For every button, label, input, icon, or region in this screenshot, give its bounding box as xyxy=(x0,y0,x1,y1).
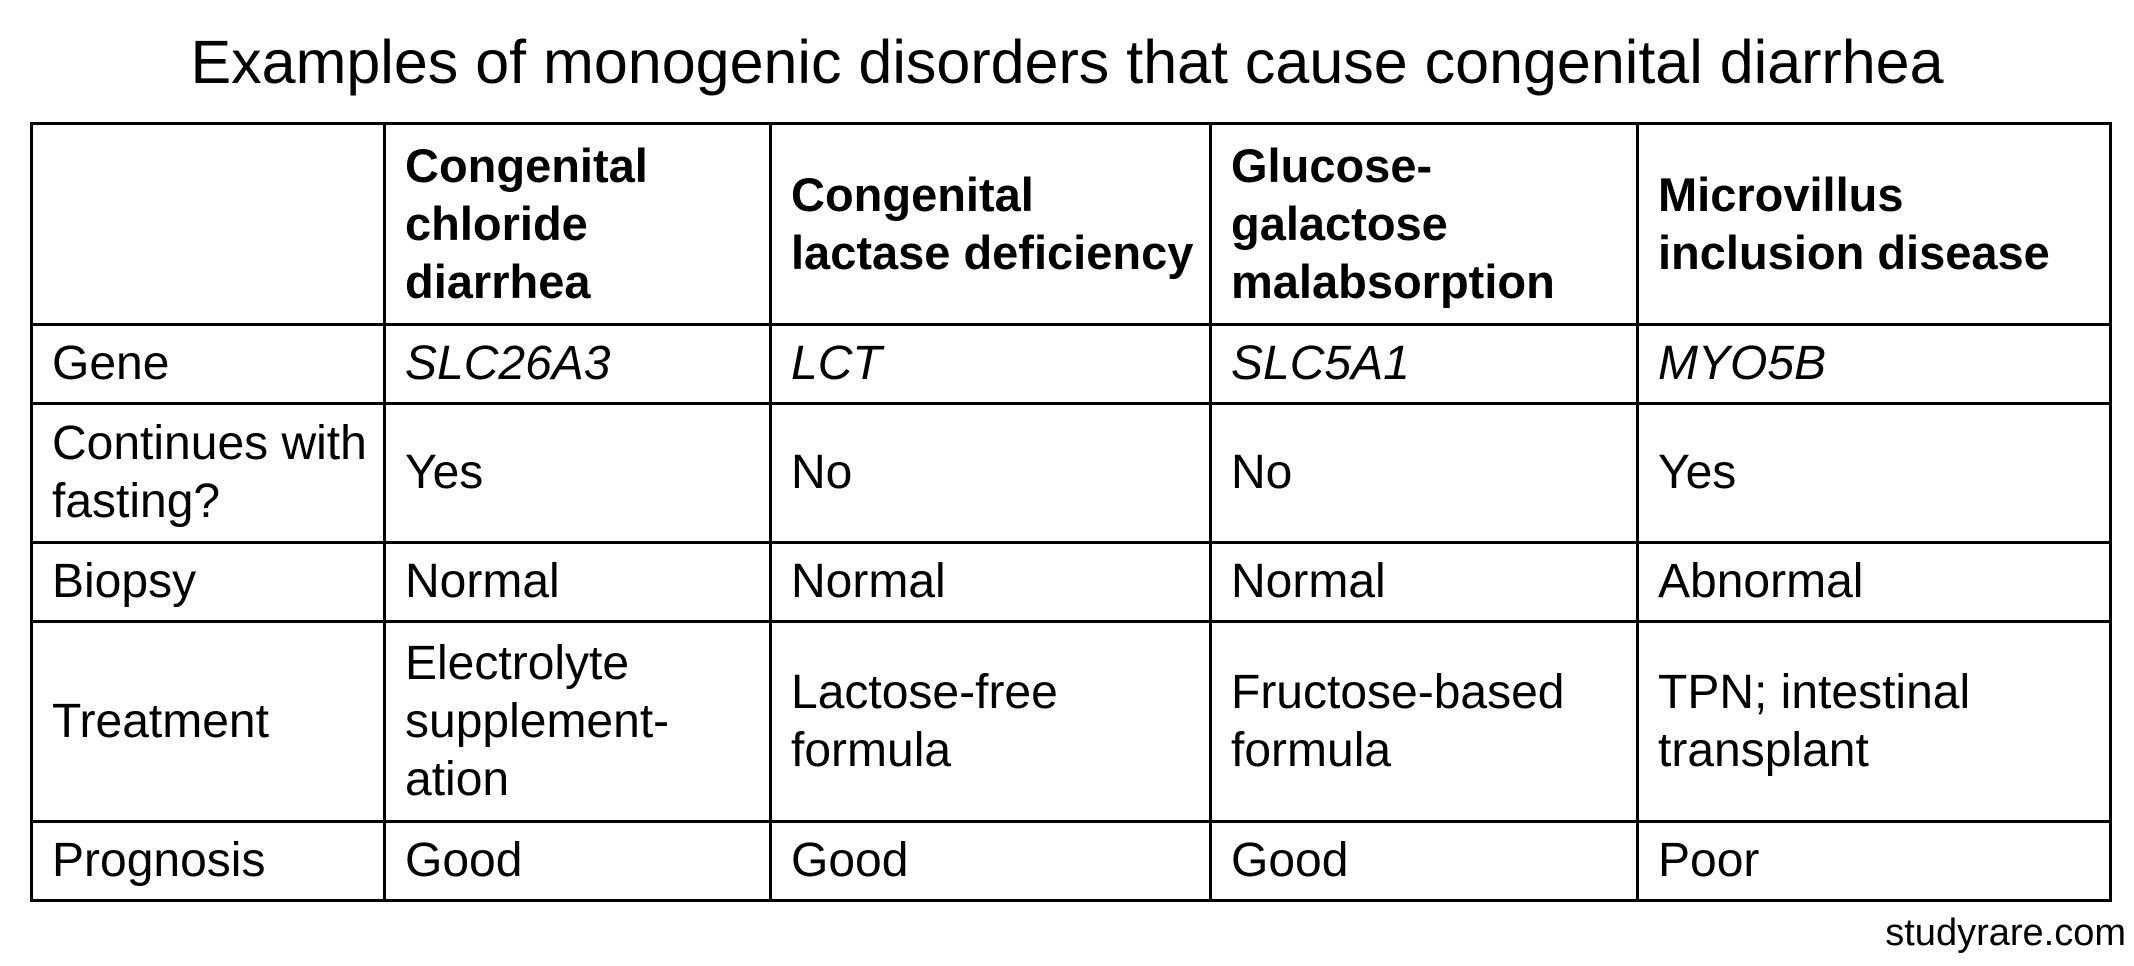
table-cell: Normal xyxy=(1209,541,1639,623)
table-row: Biopsy Normal Normal Normal Abnormal xyxy=(30,541,2112,623)
table-cell: Abnormal xyxy=(1636,541,2112,623)
table-cell: Fructose-based formula xyxy=(1209,620,1639,823)
title: Examples of monogenic disorders that cau… xyxy=(190,28,1944,96)
row-label: Biopsy xyxy=(30,541,386,623)
column-header: Microvillus inclusion disease xyxy=(1636,122,2112,326)
table-cell: Lactose-free formula xyxy=(769,620,1212,823)
corner-cell xyxy=(30,122,386,326)
table-cell: Yes xyxy=(383,402,772,544)
table-cell: Electrolyte supplement-ation xyxy=(383,620,772,823)
row-label: Treatment xyxy=(30,620,386,823)
source: studyrare.com xyxy=(1885,912,2126,954)
table-cell: Normal xyxy=(769,541,1212,623)
column-header: Congenital chloride diarrhea xyxy=(383,122,772,326)
row-label: Prognosis xyxy=(30,820,386,902)
table-cell: Good xyxy=(1209,820,1639,902)
column-header: Glucose-galactose malabsorption xyxy=(1209,122,1639,326)
table-cell: Yes xyxy=(1636,402,2112,544)
table-cell: No xyxy=(769,402,1212,544)
table-row: Treatment Electrolyte supplement-ation Lac… xyxy=(30,620,2112,823)
row-label: Gene xyxy=(30,323,386,405)
table-row: Continues with fasting? Yes No No Yes xyxy=(30,402,2112,544)
row-label: Continues with fasting? xyxy=(30,402,386,544)
table-cell: Poor xyxy=(1636,820,2112,902)
table-row: Prognosis Good Good Good Poor xyxy=(30,820,2112,902)
table-cell: MYO5B xyxy=(1636,323,2112,405)
table-cell: Good xyxy=(769,820,1212,902)
table-cell: LCT xyxy=(769,323,1212,405)
table-cell: SLC26A3 xyxy=(383,323,772,405)
header-row: Congenital chloride diarrhea Congenital l… xyxy=(30,122,2112,326)
table-cell: No xyxy=(1209,402,1639,544)
table-cell: SLC5A1 xyxy=(1209,323,1639,405)
comparison-table: Congenital chloride diarrhea Congenital l… xyxy=(30,122,2112,902)
table-cell: Good xyxy=(383,820,772,902)
table-cell: TPN; intestinal transplant xyxy=(1636,620,2112,823)
table-row: Gene SLC26A3 LCT SLC5A1 MYO5B xyxy=(30,323,2112,405)
column-header: Congenital lactase deficiency xyxy=(769,122,1212,326)
table-cell: Normal xyxy=(383,541,772,623)
